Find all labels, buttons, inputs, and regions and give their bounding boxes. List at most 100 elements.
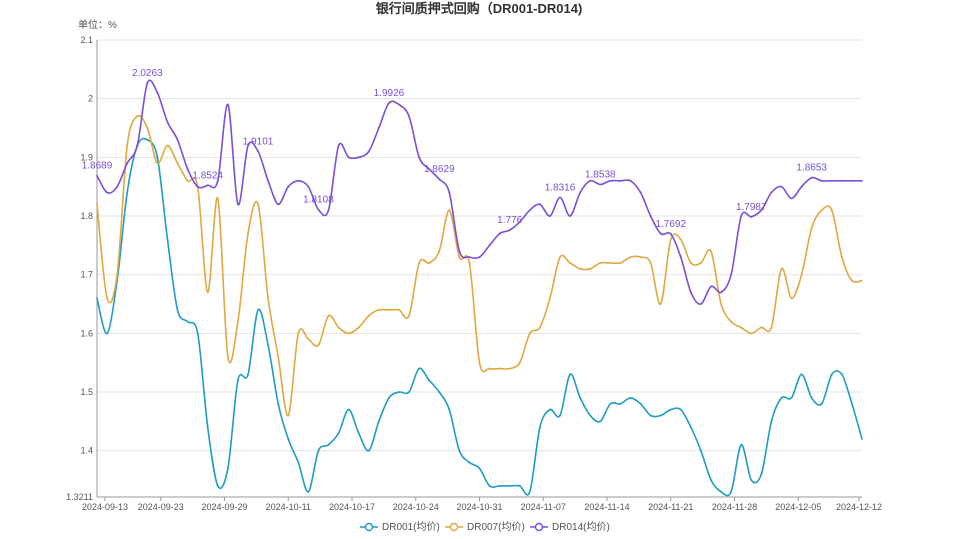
data-point xyxy=(699,449,703,452)
data-point xyxy=(397,103,401,106)
data-point xyxy=(166,238,169,241)
data-point xyxy=(95,203,99,206)
data-point xyxy=(840,255,843,259)
data-point xyxy=(810,226,813,229)
data-point xyxy=(508,367,511,370)
y-tick-label: 1.3211 xyxy=(66,492,93,502)
series-line-3 xyxy=(96,79,862,305)
data-point xyxy=(568,261,572,265)
data-point xyxy=(639,191,642,194)
data-point xyxy=(609,402,612,405)
legend-marker-icon xyxy=(449,522,459,532)
data-point xyxy=(609,261,612,265)
data-point xyxy=(810,176,813,179)
data-point xyxy=(548,297,552,300)
data-point xyxy=(740,214,743,218)
data-point xyxy=(407,314,411,317)
unit-label: 单位：% xyxy=(78,18,117,31)
data-point xyxy=(830,209,833,212)
data-point xyxy=(216,179,219,182)
data-point xyxy=(730,490,733,493)
data-point xyxy=(307,338,310,341)
data-point xyxy=(820,179,823,182)
data-point xyxy=(337,144,340,147)
data-point xyxy=(267,179,270,182)
data-point xyxy=(498,484,501,488)
legend-item-2[interactable]: DR007(均价) xyxy=(445,521,525,533)
data-point xyxy=(649,414,652,417)
x-tick-label: 2024-11-14 xyxy=(584,502,629,512)
data-point xyxy=(760,209,763,212)
data-point xyxy=(488,244,491,247)
data-point xyxy=(418,156,421,159)
data-point xyxy=(840,373,843,376)
x-tick-label: 2024-11-07 xyxy=(521,502,566,512)
data-point xyxy=(740,326,743,329)
data-label: 1.8524 xyxy=(192,170,223,181)
data-point xyxy=(719,490,723,493)
data-point xyxy=(367,449,370,452)
data-point xyxy=(468,261,471,265)
data-point xyxy=(256,203,260,206)
data-point xyxy=(629,179,632,182)
data-point xyxy=(317,208,320,211)
data-point xyxy=(790,297,793,300)
data-label: 1.8629 xyxy=(424,164,455,175)
data-point xyxy=(478,255,481,259)
data-point xyxy=(780,396,783,400)
data-point xyxy=(136,144,139,147)
x-tick-label: 2024-11-28 xyxy=(712,502,757,512)
data-point xyxy=(508,484,511,488)
data-point xyxy=(216,484,219,488)
data-point xyxy=(750,332,753,335)
grid-layer xyxy=(97,39,862,498)
data-point xyxy=(297,179,300,182)
data-point xyxy=(548,408,552,411)
data-point xyxy=(518,484,521,488)
data-point xyxy=(860,279,864,282)
data-point xyxy=(126,191,129,194)
data-point xyxy=(800,273,803,276)
data-point xyxy=(730,273,733,276)
data-point xyxy=(176,138,179,141)
legend-marker-icon xyxy=(534,522,544,532)
data-point xyxy=(709,285,713,288)
data-point xyxy=(740,443,743,446)
data-point xyxy=(367,314,370,317)
legend[interactable]: DR001(均价) DR007(均价) DR014(均价) xyxy=(360,521,610,533)
data-point xyxy=(337,326,340,329)
data-label: 1.8689 xyxy=(82,161,113,172)
data-point xyxy=(226,355,229,358)
data-point xyxy=(256,308,260,311)
data-label: 2.0263 xyxy=(132,68,163,79)
legend-item-1[interactable]: DR001(均价) xyxy=(360,521,440,533)
data-point xyxy=(730,320,733,323)
data-point xyxy=(297,332,300,335)
legend-item-3[interactable]: DR014(均价) xyxy=(530,521,610,533)
data-point xyxy=(387,101,391,105)
data-point xyxy=(619,261,622,265)
data-point xyxy=(790,396,793,400)
data-point xyxy=(377,308,380,311)
data-label: 1.9101 xyxy=(243,136,274,147)
data-point xyxy=(236,320,240,323)
data-point xyxy=(357,156,360,159)
data-label: 1.8108 xyxy=(303,195,334,206)
data-point xyxy=(830,179,833,182)
data-point xyxy=(830,373,833,376)
data-point xyxy=(528,209,531,212)
data-point xyxy=(599,420,602,423)
data-point xyxy=(478,361,481,364)
data-point xyxy=(418,261,421,265)
data-point xyxy=(850,179,854,182)
data-point xyxy=(619,402,622,405)
data-point xyxy=(146,138,149,141)
y-tick-label: 1.7 xyxy=(80,270,93,280)
data-label: 1.7692 xyxy=(655,219,686,230)
data-point xyxy=(448,191,451,194)
y-tick-label: 1.5 xyxy=(80,387,93,397)
data-point xyxy=(629,255,632,259)
data-point xyxy=(709,250,713,253)
data-point xyxy=(226,103,229,106)
data-point xyxy=(186,320,189,323)
